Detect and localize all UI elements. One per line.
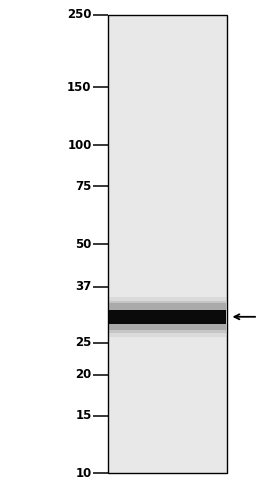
Bar (109, 309, 226, 324)
Text: 250: 250 (67, 8, 92, 21)
Text: 20: 20 (75, 368, 92, 381)
Bar (109, 303, 226, 330)
Bar (108, 15, 227, 473)
Text: 150: 150 (67, 81, 92, 94)
Text: 75: 75 (75, 180, 92, 193)
Text: 25: 25 (75, 336, 92, 349)
Bar (109, 297, 226, 337)
Text: 10: 10 (75, 467, 92, 480)
Text: 100: 100 (67, 139, 92, 152)
Bar (109, 301, 226, 333)
Text: 37: 37 (75, 281, 92, 293)
Text: 50: 50 (75, 238, 92, 250)
Text: 15: 15 (75, 409, 92, 422)
